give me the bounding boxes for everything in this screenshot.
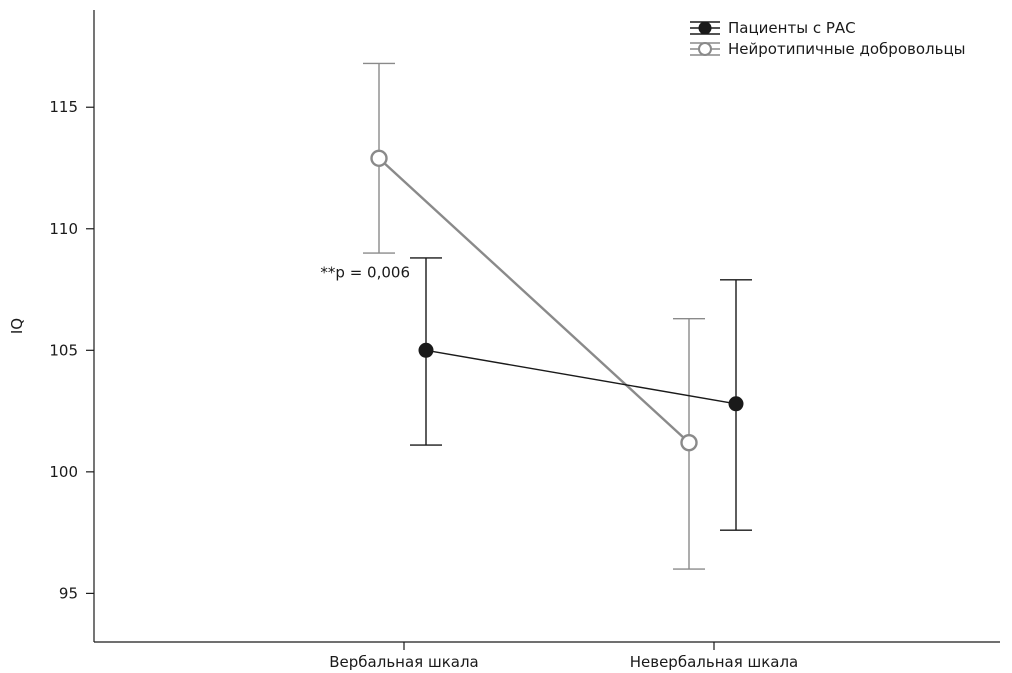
series-layer [363,62,752,570]
legend-item: Пациенты с РАС [690,19,856,37]
data-point [680,433,698,452]
series-line [378,157,690,444]
data-point [728,396,744,412]
data-point [418,342,434,358]
series-neurotypical [363,62,705,570]
legend-marker [698,21,712,35]
axes [93,10,1000,643]
x-ticks: Вербальная шкала Невербальная шкала [329,642,798,671]
significance-annotation: **p = 0,006 [320,264,410,282]
legend: Пациенты с РАС Нейротипичные добровольцы [690,19,966,58]
x-tick-label: Вербальная шкала [329,653,478,671]
legend-label: Пациенты с РАС [728,19,856,37]
y-tick-label: 110 [49,220,78,238]
legend-marker [698,42,712,56]
annotations: **p = 0,006 [320,264,410,282]
y-tick-label: 115 [49,98,78,116]
y-ticks: 95 100 105 110 115 [49,98,94,602]
y-axis-title: IQ [8,318,26,334]
legend-label: Нейротипичные добровольцы [728,40,966,58]
y-tick-label: 105 [49,341,78,359]
y-tick-label: 95 [59,584,78,602]
x-tick-label: Невербальная шкала [630,653,799,671]
y-tick-label: 100 [49,463,78,481]
legend-item: Нейротипичные добровольцы [690,40,966,58]
series-line [425,349,737,405]
series-patients [410,257,752,531]
data-point [370,149,388,167]
